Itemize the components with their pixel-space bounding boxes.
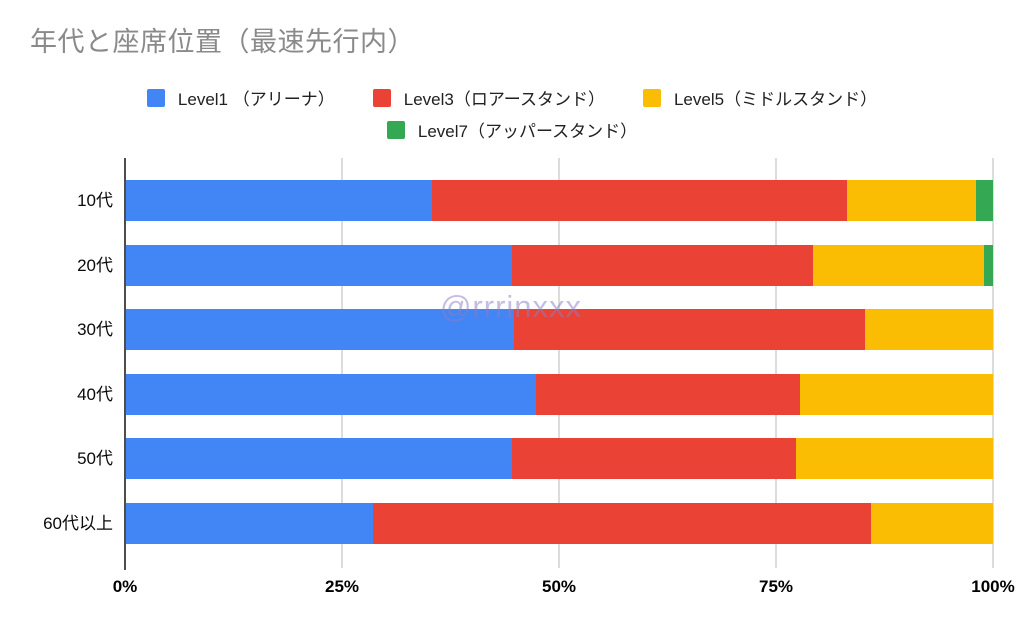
bar-row (125, 244, 993, 286)
category-label: 50代 (77, 449, 113, 469)
bar-row (125, 180, 993, 221)
category-label: 20代 (77, 255, 113, 275)
x-axis-tick-label: 100% (971, 577, 1015, 596)
legend-item: Level3（ロアースタンド） (372, 85, 605, 110)
legend-item: Level7（アッパースタンド） (386, 117, 638, 142)
legend-item: Level1 （アリーナ） (146, 85, 335, 110)
bar-row (125, 438, 993, 480)
gridline-75 (775, 158, 777, 568)
bar-segment (513, 309, 865, 351)
legend-swatch-icon (642, 88, 661, 107)
category-label: 60代以上 (43, 513, 113, 533)
legend-swatch-icon (386, 120, 405, 139)
bar-segment (125, 244, 513, 286)
x-axis-tick-label: 75% (758, 577, 794, 596)
legend-label: Level7（アッパースタンド） (417, 122, 638, 141)
x-axis-tick-label: 25% (324, 577, 360, 596)
legend-label: Level1 （アリーナ） (177, 90, 335, 109)
bar-segment (125, 438, 513, 480)
watermark: @rrrinxxx (439, 289, 583, 324)
bar-segment (512, 438, 796, 480)
bar-segment (975, 180, 993, 221)
bar-segment (432, 180, 848, 221)
gridline-50 (558, 158, 560, 568)
bar-row (125, 373, 993, 415)
bar-segment (984, 244, 993, 286)
bar-row (125, 309, 993, 351)
legend-swatch-icon (146, 88, 165, 107)
bar-segment (864, 309, 993, 351)
category-label: 30代 (77, 320, 113, 340)
legend-row: Level1 （アリーナ） Level3（ロアースタンド） Level5（ミドルスタ… (146, 85, 878, 110)
bar-segment (800, 373, 993, 415)
bar-segment (125, 180, 433, 221)
bar-segment (870, 502, 993, 544)
gridline-25 (341, 158, 343, 568)
bar-segment (125, 502, 374, 544)
legend-label: Level5（ミドルスタンド） (673, 90, 878, 109)
category-label: 10代 (77, 191, 113, 210)
category-label: 40代 (77, 384, 113, 404)
bar-row (125, 502, 993, 544)
legend-row: Level7（アッパースタンド） (386, 117, 638, 142)
legend-swatch-icon (372, 88, 391, 107)
bar-segment (535, 373, 801, 415)
y-axis-line (124, 158, 126, 570)
bar-segment (847, 180, 976, 221)
bar-segment (125, 373, 536, 415)
legend-item: Level5（ミドルスタンド） (642, 85, 878, 110)
bar-segment (795, 438, 993, 480)
gridline-100 (992, 158, 994, 568)
x-axis-tick-label: 0% (112, 577, 138, 596)
legend-label: Level3（ロアースタンド） (403, 90, 605, 109)
bar-segment (512, 244, 814, 286)
bar-segment (813, 244, 985, 286)
bar-segment (125, 309, 514, 351)
legend: Level1 （アリーナ） Level3（ロアースタンド） Level5（ミドルスタ… (0, 85, 1024, 142)
chart-title: 年代と座席位置（最速先行内） (30, 27, 415, 57)
bar-segment (373, 502, 871, 544)
x-axis-tick-label: 50% (541, 577, 577, 596)
